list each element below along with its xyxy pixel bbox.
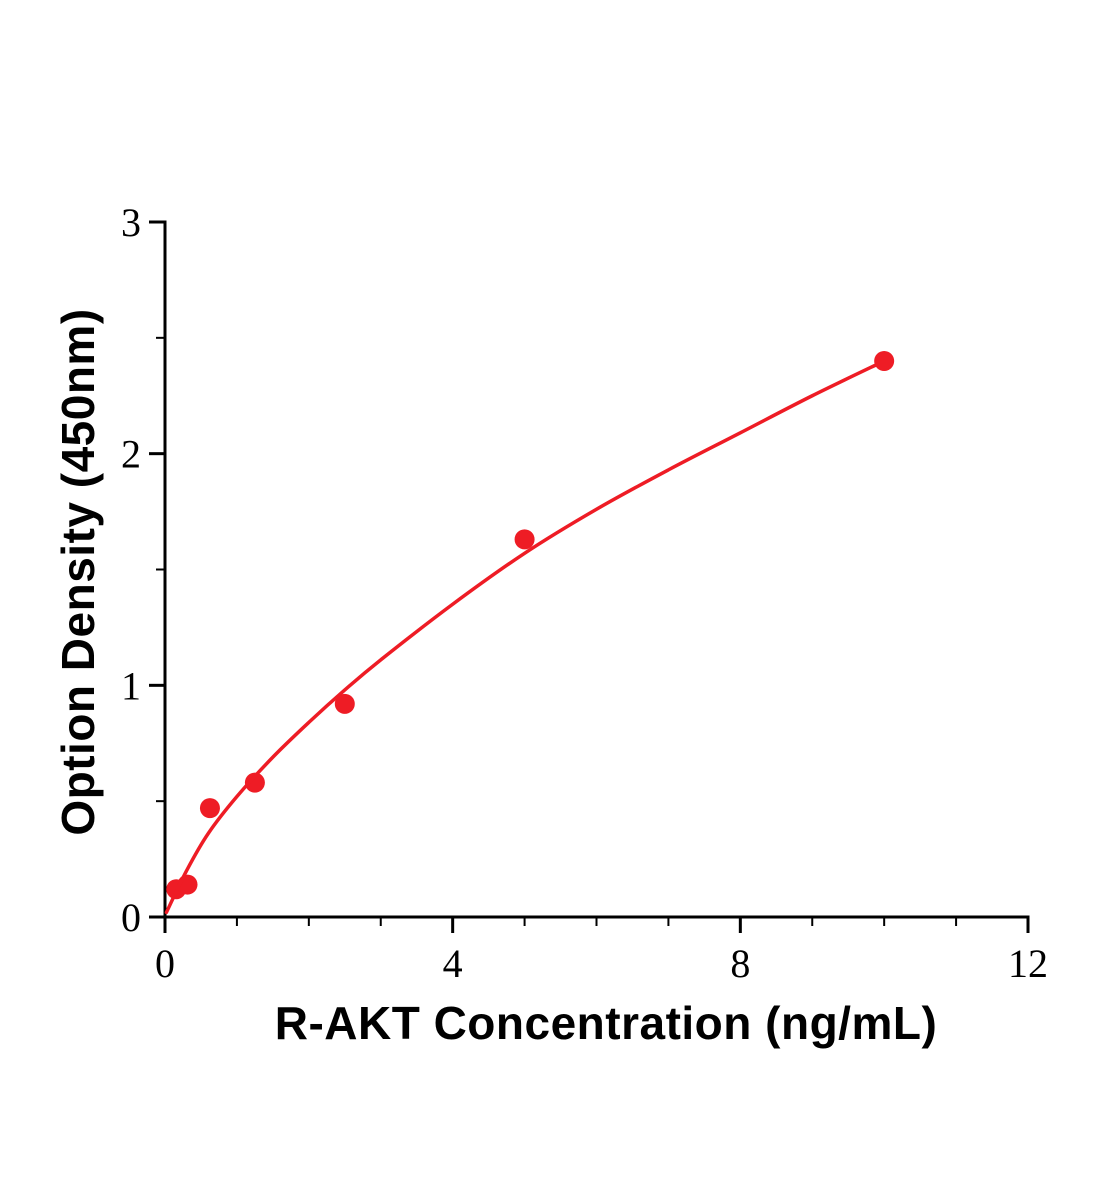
x-tick-label: 4 bbox=[443, 941, 463, 986]
y-tick-label: 0 bbox=[121, 895, 141, 940]
data-point bbox=[334, 693, 355, 714]
y-tick-label: 2 bbox=[121, 432, 141, 477]
y-tick-label: 1 bbox=[121, 663, 141, 708]
data-point bbox=[514, 529, 535, 550]
y-axis-title: Option Density (450nm) bbox=[52, 308, 104, 836]
x-tick-label: 0 bbox=[155, 941, 175, 986]
data-point bbox=[244, 772, 265, 793]
x-tick-label: 12 bbox=[1008, 941, 1048, 986]
data-point bbox=[199, 798, 220, 819]
x-axis-title: R-AKT Concentration (ng/mL) bbox=[274, 997, 938, 1049]
axes bbox=[163, 220, 1030, 919]
fit-curve bbox=[164, 359, 886, 915]
y-tick-label: 3 bbox=[121, 200, 141, 245]
x-tick-label: 8 bbox=[730, 941, 750, 986]
